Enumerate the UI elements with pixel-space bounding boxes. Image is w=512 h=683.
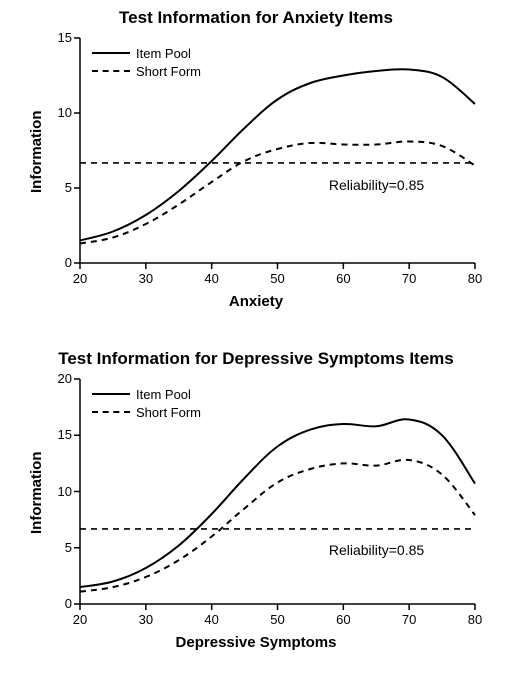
x-tick-label: 60 bbox=[331, 271, 355, 286]
x-tick-label: 30 bbox=[134, 612, 158, 627]
legend-line-icon bbox=[92, 393, 130, 395]
legend-label: Item Pool bbox=[136, 387, 191, 402]
x-tick-label: 70 bbox=[397, 271, 421, 286]
plot-svg bbox=[0, 341, 512, 683]
panel-anxiety: Test Information for Anxiety Items203040… bbox=[0, 0, 512, 341]
y-axis-label: Information bbox=[28, 451, 45, 534]
y-tick-label: 15 bbox=[46, 30, 72, 45]
curve-item-pool bbox=[80, 69, 475, 240]
legend: Item Pool Short Form bbox=[92, 44, 201, 80]
x-tick-label: 50 bbox=[266, 612, 290, 627]
legend-item: Item Pool bbox=[92, 385, 201, 403]
legend-item: Short Form bbox=[92, 62, 201, 80]
legend-label: Item Pool bbox=[136, 46, 191, 61]
y-axis-label: Information bbox=[28, 110, 45, 193]
y-tick-label: 10 bbox=[46, 484, 72, 499]
x-tick-label: 20 bbox=[68, 271, 92, 286]
legend-item: Short Form bbox=[92, 403, 201, 421]
plot-svg bbox=[0, 0, 512, 341]
x-axis-label: Anxiety bbox=[0, 293, 512, 310]
x-tick-label: 40 bbox=[200, 612, 224, 627]
y-tick-label: 5 bbox=[46, 540, 72, 555]
y-tick-label: 0 bbox=[46, 255, 72, 270]
x-tick-label: 20 bbox=[68, 612, 92, 627]
y-tick-label: 15 bbox=[46, 427, 72, 442]
x-tick-label: 40 bbox=[200, 271, 224, 286]
legend-label: Short Form bbox=[136, 405, 201, 420]
x-tick-label: 80 bbox=[463, 271, 487, 286]
x-tick-label: 50 bbox=[266, 271, 290, 286]
legend: Item Pool Short Form bbox=[92, 385, 201, 421]
legend-line-icon bbox=[92, 52, 130, 54]
legend-line-icon bbox=[92, 70, 130, 72]
legend-line-icon bbox=[92, 411, 130, 413]
panel-depressive: Test Information for Depressive Symptoms… bbox=[0, 341, 512, 683]
x-axis-label: Depressive Symptoms bbox=[0, 634, 512, 651]
legend-item: Item Pool bbox=[92, 44, 201, 62]
y-tick-label: 10 bbox=[46, 105, 72, 120]
y-tick-label: 5 bbox=[46, 180, 72, 195]
curve-item-pool bbox=[80, 419, 475, 587]
reliability-annotation: Reliability=0.85 bbox=[329, 542, 424, 558]
figure: Test Information for Anxiety Items203040… bbox=[0, 0, 512, 683]
x-tick-label: 30 bbox=[134, 271, 158, 286]
x-tick-label: 70 bbox=[397, 612, 421, 627]
y-tick-label: 20 bbox=[46, 371, 72, 386]
legend-label: Short Form bbox=[136, 64, 201, 79]
x-tick-label: 60 bbox=[331, 612, 355, 627]
x-tick-label: 80 bbox=[463, 612, 487, 627]
reliability-annotation: Reliability=0.85 bbox=[329, 177, 424, 193]
y-tick-label: 0 bbox=[46, 596, 72, 611]
